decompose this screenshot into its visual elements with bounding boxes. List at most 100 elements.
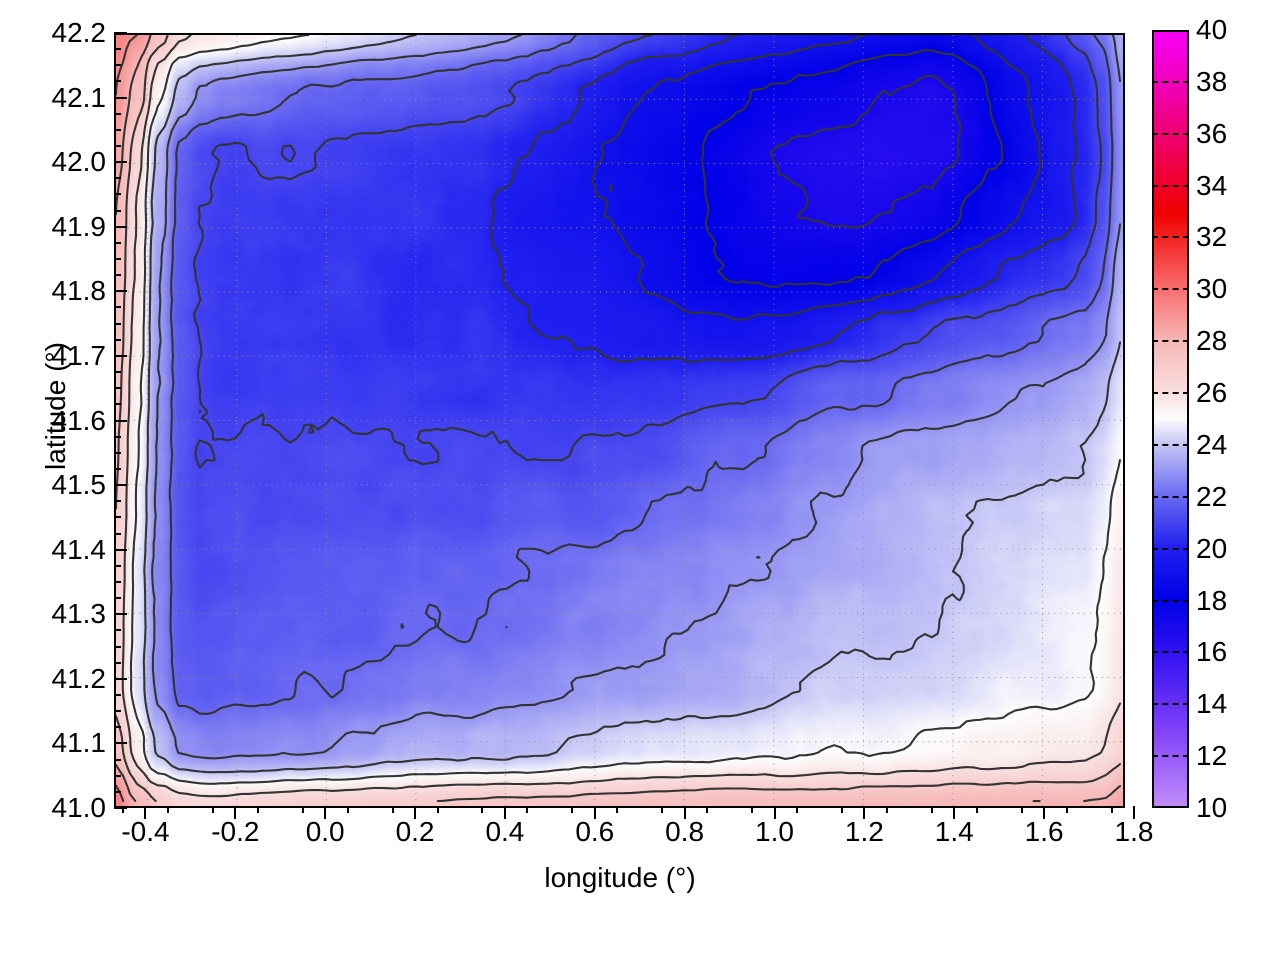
y-axis-minor-tick [114,532,121,535]
x-axis-major-tick [863,806,866,819]
colorbar-tick-label: 14 [1196,688,1228,720]
y-tick-label: 41.9 [51,210,107,242]
x-axis-minor-tick [1020,806,1023,813]
x-axis-major-tick [144,806,147,819]
y-axis-major-tick [114,290,127,293]
colorbar-tick [1152,599,1189,604]
colorbar-tick-label: 34 [1196,169,1228,201]
y-axis-major-tick [114,96,127,99]
colorbar-tick [1152,651,1189,655]
colorbar-tick-label: 38 [1196,65,1228,97]
colorbar-tick [1152,288,1189,292]
y-tick-label: 41.3 [51,598,107,630]
y-axis-minor-tick [114,758,121,761]
y-tick-label: 41.7 [51,339,107,371]
y-axis-minor-tick [114,209,121,212]
x-axis-minor-tick [795,806,798,813]
x-tick-label: 0.6 [575,816,615,847]
colorbar [1152,30,1189,808]
y-axis-minor-tick [114,645,121,648]
gridlines [116,35,1123,806]
y-axis-minor-tick [114,710,121,713]
colorbar-tick-label: 16 [1196,636,1228,668]
y-axis-minor-tick [114,403,121,406]
y-axis-minor-tick [114,338,121,341]
colorbar-tick-label: 40 [1196,14,1228,45]
y-axis-minor-tick [114,48,121,51]
y-axis-minor-tick [114,629,121,632]
y-tick-label: 41.6 [51,404,107,436]
y-tick-label: 41.2 [51,662,107,694]
y-axis-major-tick [114,32,127,34]
y-tick-label: 41.4 [51,533,107,565]
y-axis-minor-tick [114,193,121,196]
x-axis-minor-tick [526,806,529,813]
y-axis-minor-tick [114,451,121,454]
colorbar-gradient [1154,32,1187,806]
y-axis-minor-tick [114,145,121,148]
x-tick-label: 1.4 [934,816,974,847]
x-axis-minor-tick [616,806,619,813]
y-axis-minor-tick [114,790,121,793]
x-tick-label: 0.8 [665,816,705,847]
colorbar-tick-label: 36 [1196,117,1228,149]
heatmap-plot-area [114,33,1125,808]
colorbar-tick [1152,755,1189,759]
colorbar-tick [1152,80,1189,85]
x-axis-minor-tick [840,806,843,813]
y-tick-label: 41.8 [51,275,107,307]
colorbar-tick [1152,340,1189,344]
x-axis-minor-tick [346,806,349,813]
x-axis-major-tick [1132,806,1135,819]
y-axis-major-tick [114,354,127,357]
y-axis-title: latitude (°) [40,342,71,470]
x-tick-label: 0.0 [305,816,345,847]
y-axis-minor-tick [114,580,121,583]
x-axis-minor-tick [391,806,394,813]
colorbar-tick-label: 10 [1196,792,1228,823]
x-axis-major-tick [414,806,417,819]
x-axis-minor-tick [211,806,214,813]
y-axis-minor-tick [114,241,121,244]
colorbar-tick-label: 32 [1196,221,1228,253]
x-axis-minor-tick [436,806,439,813]
x-tick-label: -0.2 [211,816,260,847]
y-axis-minor-tick [114,774,121,777]
x-tick-label: 1.2 [844,816,884,847]
y-axis-minor-tick [114,500,121,503]
colorbar-tick [1152,132,1189,137]
y-axis-minor-tick [114,128,121,131]
x-axis-major-tick [683,806,686,819]
y-axis-minor-tick [114,726,121,729]
colorbar-tick-label: 18 [1196,584,1228,616]
colorbar-tick [1152,703,1189,707]
y-axis-minor-tick [114,597,121,600]
y-axis-major-tick [114,161,127,164]
y-tick-label: 41.0 [51,792,107,823]
x-axis-minor-tick [706,806,709,813]
colorbar-tick-label: 24 [1196,428,1228,460]
x-tick-label: -0.4 [121,816,170,847]
x-axis-minor-tick [166,806,169,813]
colorbar-tick [1152,184,1189,189]
y-axis-minor-tick [114,693,121,696]
y-axis-major-tick [114,677,127,680]
colorbar-tick-label: 20 [1196,532,1228,564]
y-axis-minor-tick [114,306,121,309]
y-axis-minor-tick [114,661,121,664]
y-axis-minor-tick [114,467,121,470]
y-axis-major-tick [114,419,127,422]
colorbar-tick-label: 22 [1196,480,1228,512]
y-axis-minor-tick [114,274,121,277]
x-axis-minor-tick [301,806,304,813]
x-axis-major-tick [503,806,506,819]
colorbar-tick-label: 26 [1196,377,1228,409]
x-axis-minor-tick [481,806,484,813]
colorbar-tick [1152,236,1189,240]
y-axis-major-tick [114,742,127,745]
colorbar-tick-label: 28 [1196,325,1228,357]
x-axis-major-tick [1043,806,1046,819]
y-axis-minor-tick [114,516,121,519]
y-axis-minor-tick [114,112,121,115]
